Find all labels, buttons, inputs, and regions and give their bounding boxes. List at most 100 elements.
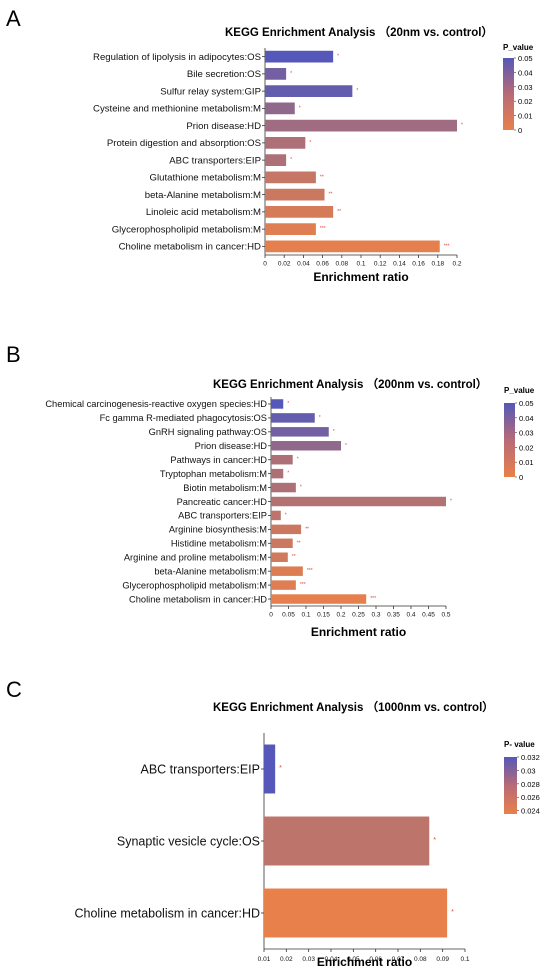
x-axis-label: Enrichment ratio [311, 625, 406, 639]
category-label: Glutathione metabolism:M [150, 173, 261, 184]
bar [265, 68, 286, 80]
x-tick-label: 0.3 [371, 612, 380, 619]
x-tick-label: 0 [269, 612, 273, 619]
significance-label: * [287, 401, 289, 407]
significance-label: ** [320, 174, 324, 180]
bar [265, 223, 316, 235]
x-tick-label: 0.02 [278, 261, 291, 268]
chart-title-a: KEGG Enrichment Analysis （20nm vs. contr… [225, 25, 493, 39]
significance-label: *** [320, 226, 326, 232]
legend-tick-label: 0.026 [521, 793, 540, 802]
bar [265, 172, 316, 184]
bar [265, 103, 295, 115]
bar [271, 413, 315, 422]
legend-colorbar [503, 58, 514, 130]
legend-tick-label: 0.02 [518, 97, 533, 106]
category-label: Bile secretion:OS [187, 69, 261, 80]
legend-tick-label: 0 [518, 126, 522, 135]
significance-label: * [300, 485, 302, 491]
chart-title-b: KEGG Enrichment Analysis （200nm vs. cont… [213, 377, 487, 391]
panel-letter-b: B [6, 342, 21, 367]
bar [271, 483, 296, 492]
significance-label: * [285, 512, 287, 518]
x-tick-label: 0.16 [412, 261, 425, 268]
category-label: beta-Alanine metabolism:M [154, 566, 267, 576]
legend-tick-label: 0 [519, 473, 523, 482]
bar [271, 399, 283, 408]
significance-label: ** [305, 526, 309, 532]
category-label: Choline metabolism in cancer:HD [75, 906, 261, 920]
legend-tick-label: 0.04 [519, 414, 534, 423]
panel-letter-c: C [6, 677, 22, 702]
significance-label: * [319, 415, 321, 421]
x-tick-label: 0.04 [297, 261, 310, 268]
significance-label: * [356, 88, 358, 94]
x-tick-label: 0.09 [436, 956, 449, 963]
category-label: ABC transporters:EIP [141, 762, 261, 776]
category-label: Cysteine and methionine metabolism:M [93, 104, 261, 115]
significance-label: * [433, 837, 436, 844]
significance-label: *** [307, 568, 313, 574]
legend-tick-label: 0.024 [521, 807, 540, 816]
x-tick-label: 0.2 [452, 261, 461, 268]
x-tick-label: 0.14 [393, 261, 406, 268]
category-label: Prion disease:HD [195, 441, 268, 451]
significance-label: * [287, 471, 289, 477]
legend-tick-label: 0.01 [518, 112, 533, 121]
legend-colorbar [504, 403, 515, 477]
category-label: GnRH signaling pathway:OS [149, 427, 267, 437]
significance-label: * [333, 429, 335, 435]
category-label: Sulfur relay system:GIP [160, 86, 261, 97]
bar [265, 154, 286, 166]
x-tick-label: 0.02 [280, 956, 293, 963]
significance-label: * [337, 54, 339, 60]
chart-b: Chemical carcinogenesis-reactive oxygen … [45, 386, 534, 639]
legend-tick-label: 0.05 [518, 54, 533, 63]
x-tick-label: 0.15 [317, 612, 330, 619]
significance-label: *** [370, 596, 376, 602]
category-label: Arginine and proline metabolism:M [124, 552, 267, 562]
bar [264, 745, 275, 794]
significance-label: * [279, 765, 282, 772]
category-label: Choline metabolism in cancer:HD [119, 242, 261, 253]
x-axis-label: Enrichment ratio [313, 270, 408, 284]
bar [265, 241, 440, 253]
legend-tick-label: 0.03 [519, 429, 534, 438]
x-tick-label: 0.08 [335, 261, 348, 268]
chart-a: Regulation of lipolysis in adipocytes:OS… [93, 43, 534, 284]
x-tick-label: 0.25 [352, 612, 365, 619]
bar [271, 455, 293, 464]
x-axis-label: Enrichment ratio [317, 955, 412, 969]
x-tick-label: 0.35 [387, 612, 400, 619]
category-label: Histidine metabolism:M [171, 539, 267, 549]
bar [265, 137, 305, 149]
bar [271, 525, 301, 534]
category-label: Glycerophospholipid metabolism:M [122, 580, 267, 590]
significance-label: * [290, 157, 292, 163]
category-label: ABC transporters:EIP [169, 155, 261, 166]
legend-tick-label: 0.01 [519, 458, 534, 467]
significance-label: ** [297, 540, 301, 546]
x-tick-label: 0.4 [406, 612, 415, 619]
legend-tick-label: 0.03 [521, 766, 536, 775]
bar [271, 469, 283, 478]
significance-label: * [450, 499, 452, 505]
bar [264, 889, 447, 938]
legend-tick-label: 0.04 [518, 68, 533, 77]
bar [265, 189, 325, 201]
category-label: Pathways in cancer:HD [170, 455, 267, 465]
significance-label: ** [329, 192, 333, 198]
x-tick-label: 0.06 [316, 261, 329, 268]
significance-label: * [299, 105, 301, 111]
category-label: Synaptic vesicle cycle:OS [117, 834, 260, 848]
bar [271, 539, 293, 548]
x-tick-label: 0.03 [302, 956, 315, 963]
legend-tick-label: 0.032 [521, 753, 540, 762]
x-tick-label: 0.1 [301, 612, 310, 619]
chart-c: ABC transporters:EIP * Synaptic vesicle cy… [75, 733, 540, 969]
bar [271, 552, 288, 561]
category-label: Prion disease:HD [186, 121, 261, 132]
significance-label: * [309, 140, 311, 146]
legend-tick-label: 0.028 [521, 780, 540, 789]
